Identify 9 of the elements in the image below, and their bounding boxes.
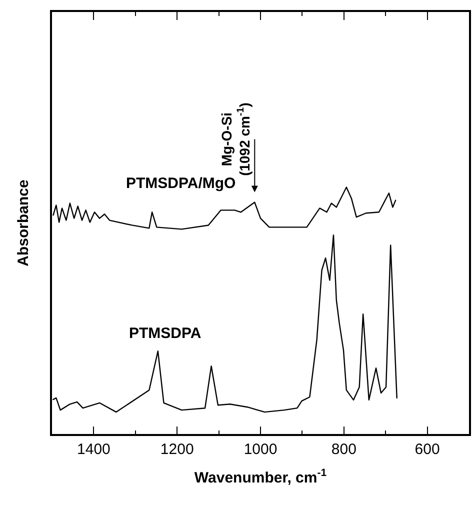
legend-label: PTMSDPA/MgO (126, 175, 236, 192)
x-tick-label: 800 (331, 440, 356, 458)
series-label: PTMSDPA (129, 325, 202, 342)
x-axis-title: Wavenumber, cm$^{-1}$ (194, 466, 327, 486)
y-axis-title: Absorbance (15, 180, 32, 266)
x-tick-label: 1400 (77, 440, 110, 458)
x-tick-label: 1000 (244, 440, 278, 458)
x-tick-label: 600 (414, 440, 440, 458)
x-tick-label: 1200 (160, 440, 194, 458)
